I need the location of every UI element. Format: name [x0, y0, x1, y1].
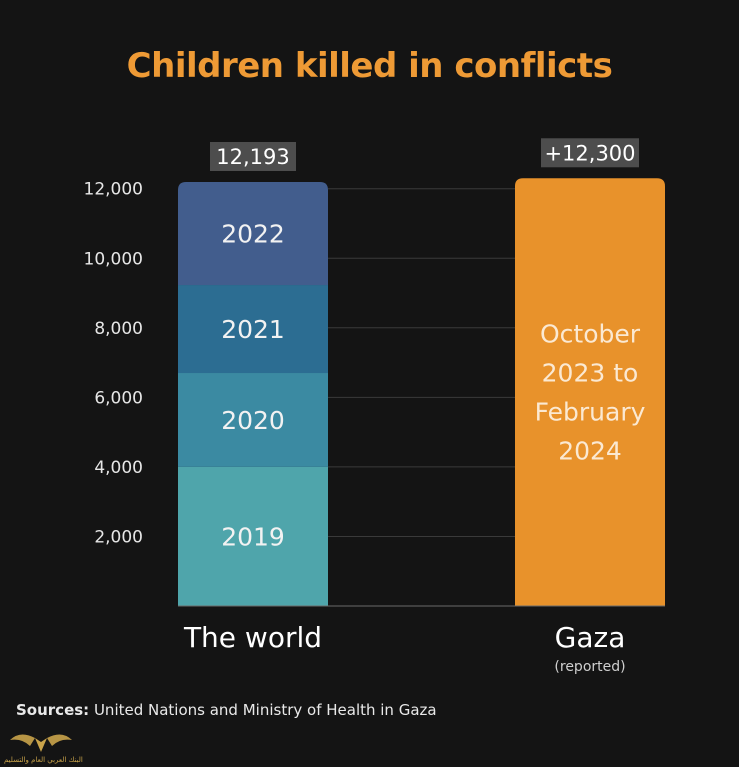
bar-segment-label: 2024 [558, 437, 622, 466]
bar-segment-label: October [540, 320, 641, 349]
y-tick-label: 8,000 [94, 319, 143, 339]
x-category-sublabel: (reported) [554, 659, 625, 675]
bar-segment-label: 2021 [221, 315, 285, 344]
y-tick-label: 6,000 [94, 388, 143, 408]
sources-note: Sources: United Nations and Ministry of … [16, 701, 437, 719]
total-label-box [210, 142, 296, 171]
bar-segment [515, 178, 665, 606]
chart-title: Children killed in conflicts [126, 46, 613, 86]
x-category-label: The world [183, 621, 322, 654]
bar-segment-label: 2020 [221, 406, 285, 435]
bar-segment [178, 182, 328, 286]
bar-segment-label: 2023 to [542, 359, 639, 388]
y-tick-label: 2,000 [94, 527, 143, 547]
total-label: +12,300 [544, 141, 635, 165]
sources-text: United Nations and Ministry of Health in… [89, 701, 437, 719]
bar-segment-label: 2022 [221, 220, 285, 249]
sources-label: Sources: [16, 701, 90, 719]
x-category-label: Gaza [555, 621, 626, 654]
bar-segment [178, 285, 328, 374]
bar-segment [178, 466, 328, 606]
bar-segment [178, 373, 328, 467]
y-tick-label: 10,000 [84, 249, 143, 269]
total-label: 12,193 [216, 145, 289, 169]
bar-segment-label: February [535, 398, 646, 427]
y-tick-label: 12,000 [84, 180, 143, 200]
watermark-logo-text: البنك العربي العام والتسليم [4, 756, 83, 764]
y-tick-label: 4,000 [94, 458, 143, 478]
bar-segment-label: 2019 [221, 522, 285, 551]
watermark-logo-icon [10, 734, 72, 752]
total-label-box [541, 138, 639, 168]
